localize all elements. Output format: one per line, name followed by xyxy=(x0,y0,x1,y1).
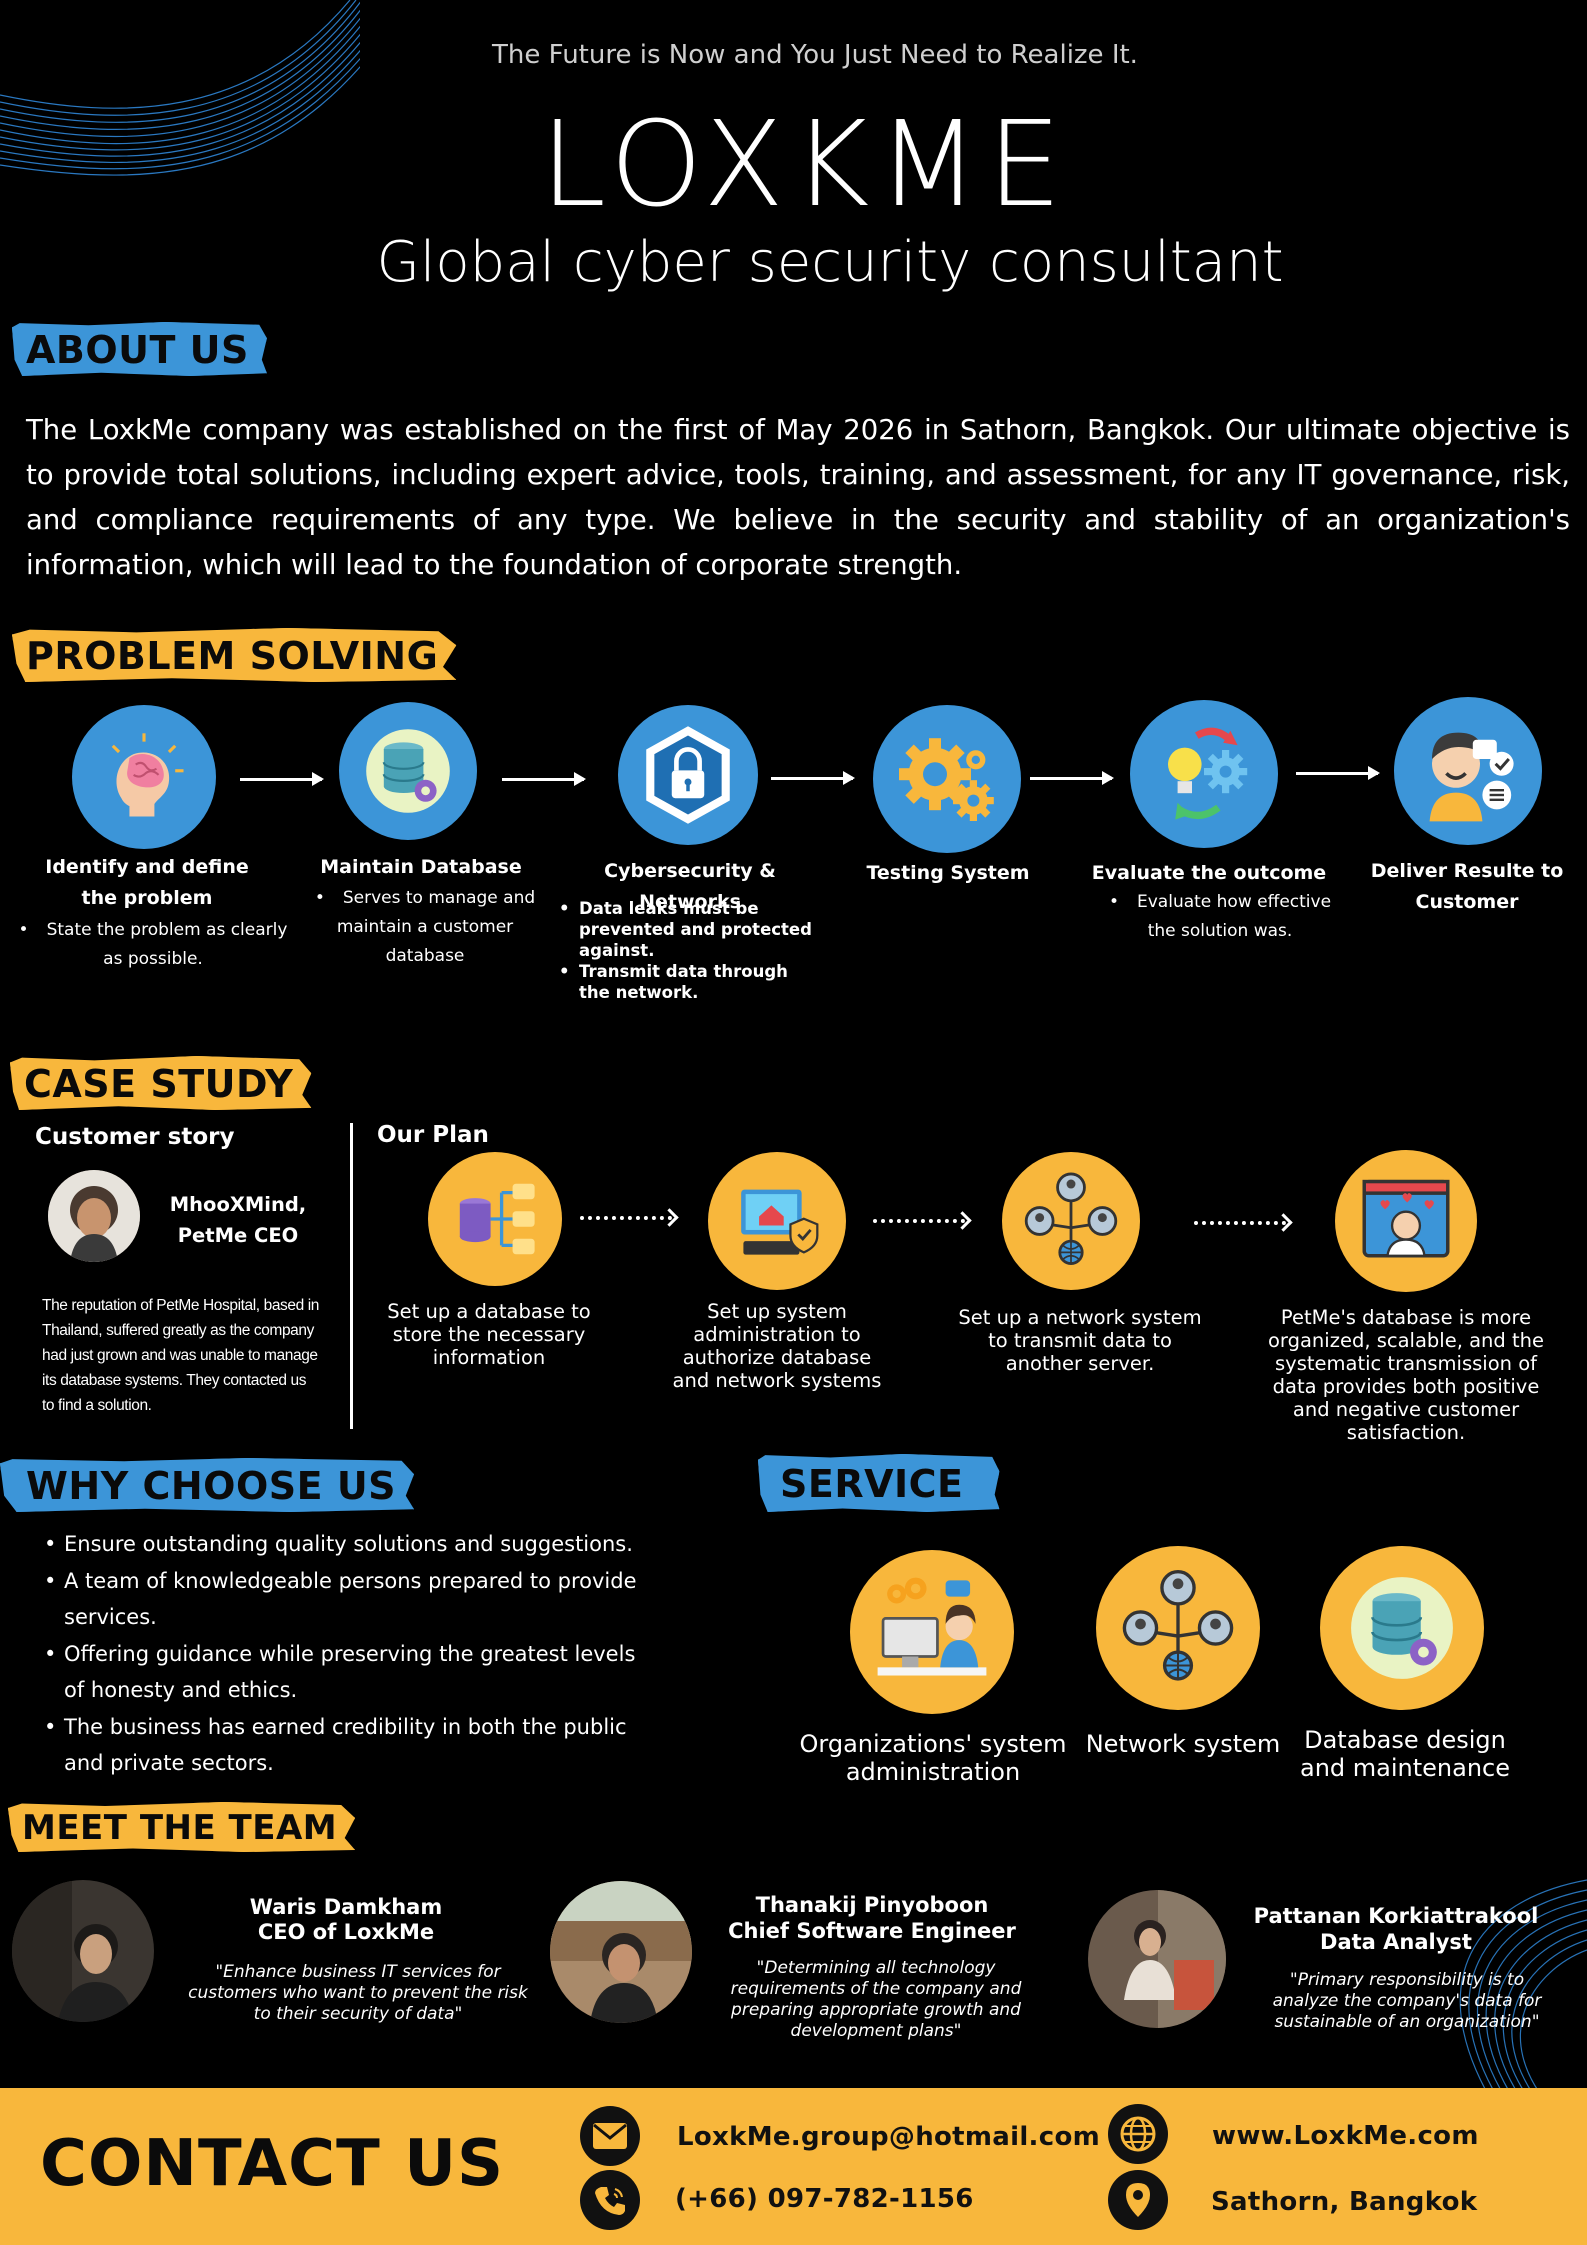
team-member-name: Waris Damkham xyxy=(249,1895,443,1919)
problem-heading: PROBLEM SOLVING xyxy=(12,628,457,682)
customer-name: MhooXMind, PetMe CEO xyxy=(160,1189,316,1251)
page-subtitle: Global cyber security consultant xyxy=(376,230,1284,295)
globe-icon xyxy=(1108,2104,1168,2164)
database-gear-icon xyxy=(339,702,477,840)
step-bullets: State the problem as clearly as possible… xyxy=(18,916,288,974)
network-users-icon xyxy=(1096,1546,1260,1710)
step-title: Deliver Resulte to Customer xyxy=(1370,860,1564,913)
avatar xyxy=(550,1881,692,2023)
customer-name-line: MhooXMind, xyxy=(169,1193,307,1216)
step-title: Identify and define the problem xyxy=(45,856,249,909)
why-list: Ensure outstanding quality solutions and… xyxy=(38,1526,658,1782)
dotted-arrow xyxy=(873,1219,965,1223)
brand-logo-text: LOXKME xyxy=(540,95,1070,233)
team-member-role: Chief Software Engineer xyxy=(728,1919,1016,1943)
why-list-item: Offering guidance while preserving the g… xyxy=(38,1636,658,1709)
flow-arrow xyxy=(240,772,324,786)
admin-desk-icon xyxy=(850,1550,1014,1714)
customer-story-text: The reputation of PetMe Hospital, based … xyxy=(42,1297,320,1414)
customer-title-line: PetMe CEO xyxy=(177,1224,299,1247)
lock-network-icon xyxy=(618,705,758,845)
contact-band xyxy=(0,2088,1587,2245)
plan-step-text: PetMe's database is more organized, scal… xyxy=(1268,1306,1544,1444)
dotted-arrow xyxy=(1194,1221,1286,1225)
location-pin-icon xyxy=(1108,2170,1168,2230)
decorative-wave-bottom-right xyxy=(1459,1879,1587,2110)
step-bullet: Data leaks must be prevented and protect… xyxy=(557,898,817,961)
step-title: Maintain Database xyxy=(320,856,522,878)
team-member-quote: "Enhance business IT services for custom… xyxy=(188,1962,528,2024)
database-flow-icon xyxy=(428,1152,562,1286)
team-member-role: CEO of LoxkMe xyxy=(257,1920,435,1944)
phone-icon xyxy=(580,2170,640,2230)
mail-icon xyxy=(580,2106,640,2166)
service-label: Organizations' system administration xyxy=(799,1730,1067,1786)
flow-arrow xyxy=(771,771,855,785)
dotted-arrow xyxy=(580,1216,672,1220)
plan-step-text: Set up a network system to transmit data… xyxy=(958,1306,1202,1375)
problem-heading-wrap: PROBLEM SOLVING xyxy=(12,628,457,682)
contact-heading: CONTACT US xyxy=(40,2127,505,2201)
step-bullets: Data leaks must be prevented and protect… xyxy=(557,898,817,1003)
service-label: Database design and maintenance xyxy=(1299,1726,1510,1782)
satisfaction-icon xyxy=(1335,1150,1477,1292)
team-member-quote: "Determining all technology requirements… xyxy=(730,1958,1022,2041)
network-users-icon xyxy=(1002,1152,1140,1290)
team-member-quote: "Primary responsibility is to analyze th… xyxy=(1272,1970,1542,2032)
our-plan-label: Our Plan xyxy=(377,1122,489,1148)
decorative-wave-top-left xyxy=(0,0,360,176)
step-bullet: Evaluate how effective the solution was. xyxy=(1095,888,1345,946)
team-member-role: Data Analyst xyxy=(1320,1930,1472,1954)
team-heading-wrap: MEET THE TEAM xyxy=(8,1802,356,1852)
why-heading-wrap: WHY CHOOSE US xyxy=(0,1458,415,1512)
team-member-name: Pattanan Korkiattrakool xyxy=(1253,1904,1539,1928)
why-list-item: The business has earned credibility in b… xyxy=(38,1709,658,1782)
why-choose-us-heading: WHY CHOOSE US xyxy=(0,1458,415,1512)
about-heading: ABOUT US xyxy=(12,322,267,376)
meet-the-team-heading: MEET THE TEAM xyxy=(8,1802,356,1852)
step-bullets: Serves to manage and maintain a customer… xyxy=(300,884,550,971)
contact-phone[interactable]: (+66) 097-782-1156 xyxy=(675,2184,974,2214)
step-title: Evaluate the outcome xyxy=(1091,862,1327,884)
case-heading-wrap: CASE STUDY xyxy=(10,1056,312,1110)
step-bullet: Transmit data through the network. xyxy=(557,961,817,1003)
service-heading: SERVICE xyxy=(758,1454,1000,1512)
plan-step-text: Set up system administration to authoriz… xyxy=(672,1300,882,1392)
customer-story-label: Customer story xyxy=(35,1124,235,1150)
service-label: Network system xyxy=(1085,1730,1281,1758)
divider xyxy=(350,1123,353,1429)
contact-website[interactable]: www.LoxkMe.com xyxy=(1212,2121,1479,2151)
contact-email[interactable]: LoxkMe.group@hotmail.com xyxy=(677,2122,1100,2152)
service-heading-wrap: SERVICE xyxy=(758,1454,1000,1512)
avatar xyxy=(1088,1890,1226,2028)
team-member-name: Thanakij Pinyoboon xyxy=(755,1893,989,1917)
contact-location: Sathorn, Bangkok xyxy=(1211,2187,1478,2217)
computer-shield-icon xyxy=(708,1152,846,1290)
why-list-item: Ensure outstanding quality solutions and… xyxy=(38,1526,658,1563)
why-list-item: A team of knowledgeable persons prepared… xyxy=(38,1563,658,1636)
flow-arrow xyxy=(1296,766,1380,780)
step-bullet: Serves to manage and maintain a customer… xyxy=(300,884,550,971)
about-heading-wrap: ABOUT US xyxy=(12,322,267,376)
step-bullets: Evaluate how effective the solution was. xyxy=(1095,888,1345,946)
avatar xyxy=(12,1880,154,2022)
flow-arrow xyxy=(502,772,586,786)
idea-cycle-icon xyxy=(1130,700,1278,848)
gears-icon xyxy=(873,705,1021,853)
brain-icon xyxy=(72,705,216,849)
database-gear-icon xyxy=(1320,1546,1484,1710)
step-title: Testing System xyxy=(866,862,1030,884)
customer-icon xyxy=(1394,697,1542,845)
flow-arrow xyxy=(1030,771,1114,785)
plan-step-text: Set up a database to store the necessary… xyxy=(387,1300,591,1369)
tagline: The Future is Now and You Just Need to R… xyxy=(492,40,1138,70)
step-bullet: State the problem as clearly as possible… xyxy=(18,916,288,974)
avatar xyxy=(48,1170,140,1262)
about-text: The LoxkMe company was established on th… xyxy=(26,414,1570,581)
case-study-heading: CASE STUDY xyxy=(10,1056,312,1110)
